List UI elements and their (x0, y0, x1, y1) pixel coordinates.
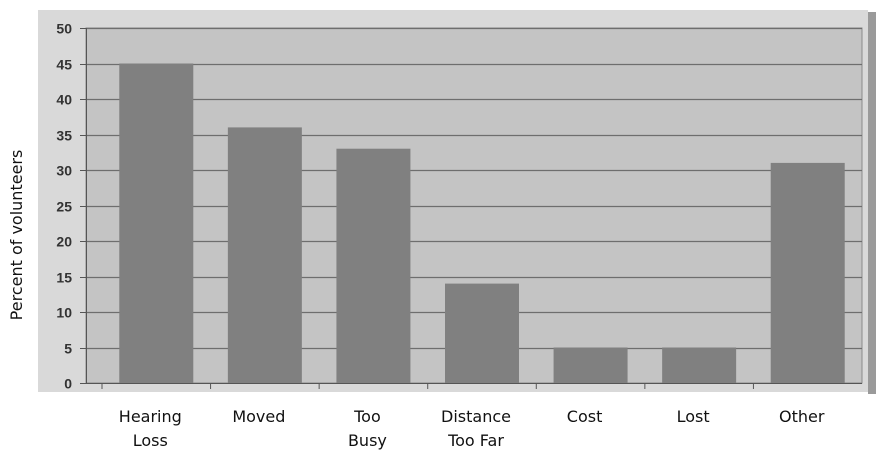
bars (119, 63, 845, 384)
bar (227, 127, 302, 384)
gridlines (86, 27, 862, 350)
bar (445, 283, 519, 383)
y-tick-label: 40 (56, 92, 72, 108)
x-category-label: Lost (677, 407, 710, 426)
frame-shadow (868, 12, 876, 394)
y-tick-label: 5 (64, 341, 72, 357)
y-tick-label: 50 (56, 21, 72, 37)
bar (553, 347, 628, 383)
bar (770, 162, 845, 383)
y-tick-label: 35 (56, 128, 72, 144)
x-category-label: Too (353, 407, 381, 426)
y-tick-label: 30 (56, 163, 72, 179)
x-category-label: Other (779, 407, 825, 426)
x-category-label: Moved (232, 407, 285, 426)
y-tick-label: 20 (56, 234, 72, 250)
x-category-label: Loss (133, 431, 168, 450)
y-tick-label: 25 (56, 199, 72, 215)
labels: 0 5 10 15 20 25 30 35 40 45 50 Hearing Loss Moved Too B… (56, 21, 824, 451)
x-category-label: Hearing (119, 407, 182, 426)
y-axis-title: Percent of volunteers (7, 150, 26, 321)
axes (80, 28, 862, 389)
y-tick-label: 10 (56, 305, 72, 321)
x-category-label: Distance (441, 407, 511, 426)
x-category-label: Cost (567, 407, 603, 426)
bar (662, 347, 737, 383)
x-category-label: Too Far (447, 431, 504, 450)
y-tick-label: 45 (56, 57, 72, 73)
bar (336, 148, 411, 383)
x-category-label: Busy (348, 431, 387, 450)
y-tick-label: 15 (56, 270, 72, 286)
y-tick-label: 0 (64, 376, 72, 392)
bar (119, 63, 194, 383)
